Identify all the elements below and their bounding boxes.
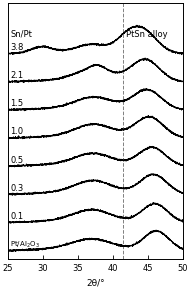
Text: 0.1: 0.1 bbox=[10, 212, 23, 221]
Text: 0.3: 0.3 bbox=[10, 184, 23, 193]
Text: 0.5: 0.5 bbox=[10, 156, 23, 165]
Text: 1.5: 1.5 bbox=[10, 99, 23, 108]
Text: 1.0: 1.0 bbox=[10, 127, 23, 136]
Text: 2.1: 2.1 bbox=[10, 71, 23, 80]
Text: PtSn alloy: PtSn alloy bbox=[126, 30, 168, 39]
X-axis label: 2θ/°: 2θ/° bbox=[86, 278, 105, 287]
Text: Sn/Pt: Sn/Pt bbox=[10, 30, 32, 39]
Text: Pt/Al$_2$O$_3$: Pt/Al$_2$O$_3$ bbox=[10, 239, 40, 250]
Text: 3.8: 3.8 bbox=[10, 43, 23, 52]
